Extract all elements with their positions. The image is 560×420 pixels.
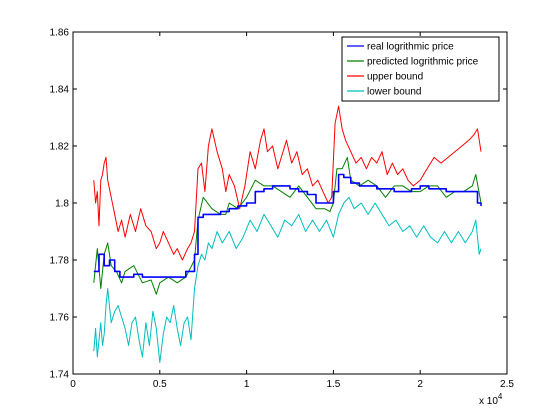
series-line-0 bbox=[93, 173, 482, 278]
y-tick-label: 1.86 bbox=[50, 28, 70, 39]
x-exponent-power: 4 bbox=[498, 392, 503, 401]
legend-label: real logrithmic price bbox=[367, 42, 454, 53]
series-line-3 bbox=[93, 196, 482, 364]
y-tick-label: 1.74 bbox=[50, 370, 70, 381]
y-tick-label: 1.8 bbox=[55, 199, 69, 210]
y-tick-label: 1.78 bbox=[50, 256, 70, 267]
legend-label: upper bound bbox=[367, 72, 423, 83]
x-tick-label: 1.5 bbox=[326, 379, 340, 390]
x-tick-label: 2 bbox=[417, 379, 423, 390]
series-line-2 bbox=[93, 105, 482, 261]
y-axis-ticks: 1.74 1.76 1.78 1.8 1.82 1.84 1.86 bbox=[50, 28, 507, 381]
x-axis-ticks: 0 0.5 1 1.5 2 2.5 bbox=[70, 32, 514, 390]
x-tick-label: 2.5 bbox=[500, 379, 514, 390]
legend: real logrithmic price predicted logrithmi… bbox=[341, 36, 500, 102]
legend-label: predicted logrithmic price bbox=[367, 57, 479, 68]
legend-box bbox=[341, 36, 500, 102]
series-layer bbox=[93, 105, 482, 364]
legend-label: lower bound bbox=[367, 87, 421, 98]
y-tick-label: 1.76 bbox=[50, 313, 70, 324]
y-tick-label: 1.82 bbox=[50, 142, 70, 153]
x-exponent-label: x 104 bbox=[479, 392, 503, 407]
x-tick-label: 0.5 bbox=[153, 379, 167, 390]
x-tick-label: 1 bbox=[244, 379, 250, 390]
x-tick-label: 0 bbox=[70, 379, 76, 390]
y-tick-label: 1.84 bbox=[50, 85, 70, 96]
